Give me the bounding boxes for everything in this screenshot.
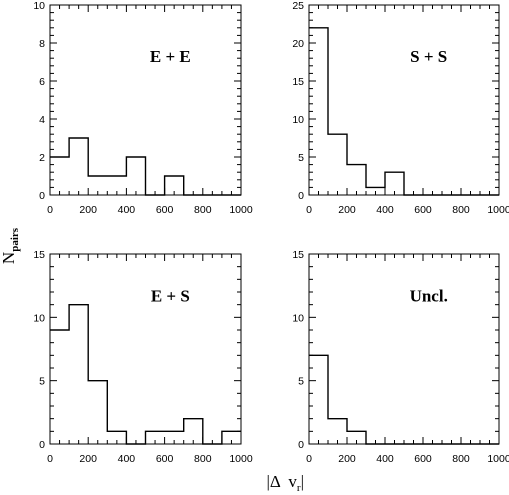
y-tick-label: 20 [292,38,304,50]
x-axis-label-close: | [301,472,304,491]
y-tick-label: 10 [33,0,45,12]
panel-2: 0 200 400 600 800 1000 0 5 10 15 20 25 S + S [292,0,509,216]
x-tick-label: 800 [452,204,470,216]
y-tick-label: 25 [292,0,304,12]
y-tick-label: 2 [39,152,45,164]
x-tick-label: 200 [338,453,356,465]
panel-annotation: E + E [150,47,191,66]
y-axis-label: Npairs [0,227,21,264]
y-tick-label: 8 [39,38,45,50]
histogram-bin [69,138,88,195]
y-tick-label: 6 [39,76,45,88]
x-axis-label: |Δ vr| [245,472,316,494]
y-tick-label: 0 [298,190,304,202]
x-tick-label: 800 [194,453,212,465]
x-tick-label: 600 [414,204,432,216]
y-tick-label: 10 [292,312,304,324]
x-tick-label: 0 [47,453,53,465]
panel-4: 0 200 400 600 800 1000 0 5 10 15 Uncl. [292,249,509,465]
y-tick-label: 4 [39,114,45,126]
histogram-bin [69,305,88,444]
x-tick-label: 200 [79,453,97,465]
x-tick-label: 400 [118,453,136,465]
panel-annotation: S + S [410,47,447,66]
y-tick-label: 0 [39,190,45,202]
y-tick-label: 15 [292,249,304,261]
x-tick-label: 400 [376,453,394,465]
histogram-bin [88,381,107,444]
x-tick-label: 200 [79,204,97,216]
x-tick-label: 800 [194,204,212,216]
y-tick-label: 15 [292,76,304,88]
x-tick-label: 600 [156,204,174,216]
panel-1: 0 200 400 600 800 1000 0 2 4 6 8 10 E + E [33,0,253,216]
x-tick-label: 0 [306,453,312,465]
x-tick-label: 1000 [487,453,509,465]
y-axis-label-subscript: pairs [9,227,21,252]
panel-annotation: Uncl. [410,287,448,306]
y-tick-label: 0 [298,439,304,451]
x-tick-label: 600 [156,453,174,465]
x-tick-label: 400 [118,204,136,216]
y-tick-label: 5 [298,152,304,164]
histogram-bin [328,134,347,195]
histogram-step [50,303,241,445]
y-tick-label: 15 [33,249,45,261]
x-tick-label: 600 [414,453,432,465]
histogram-bin [126,157,145,195]
plot-frame [308,4,500,196]
plot-frame [308,253,500,445]
x-tick-label: 800 [452,453,470,465]
x-tick-label: 1000 [229,204,253,216]
x-tick-label: 1000 [229,453,253,465]
histogram-bin [309,355,328,444]
x-tick-label: 200 [338,204,356,216]
y-tick-label: 10 [292,114,304,126]
histogram-step [50,137,241,196]
histogram-step [309,354,499,445]
histogram-bin [50,157,69,195]
panel-3: 0 200 400 600 800 1000 0 5 10 15 E + S [33,249,253,465]
histogram-bin [50,330,69,444]
x-tick-label: 0 [47,204,53,216]
y-tick-label: 0 [39,439,45,451]
x-axis-label-main: |Δ v [267,472,298,491]
x-tick-label: 0 [306,204,312,216]
y-axis-label-main: N [0,252,18,264]
plot-frame [49,253,242,445]
x-tick-label: 1000 [487,204,509,216]
y-tick-label: 10 [33,312,45,324]
x-axis-label-subscript: r [297,482,301,494]
histogram-step [309,27,499,196]
y-tick-label: 5 [298,376,304,388]
y-tick-label: 5 [39,376,45,388]
histogram-bin [347,165,366,195]
x-tick-label: 400 [376,204,394,216]
panel-annotation: E + S [151,287,190,306]
